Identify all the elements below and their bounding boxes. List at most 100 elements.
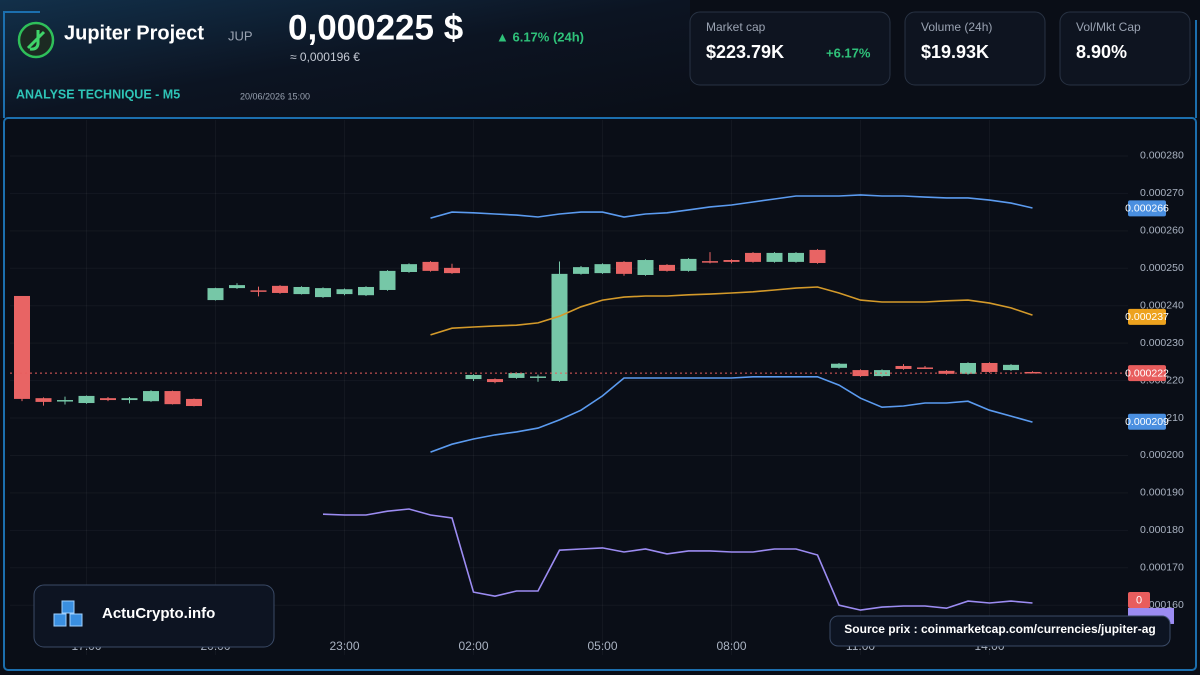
candle-body <box>723 260 740 262</box>
price-change: ▲ 6.17% (24h) <box>496 29 584 44</box>
x-tick-label: 23:00 <box>329 639 359 653</box>
brand: ActuCrypto.info <box>102 605 215 622</box>
card-label: Market cap <box>706 20 766 34</box>
candle-body <box>809 249 826 264</box>
price-tag <box>1128 200 1166 217</box>
candle-body <box>121 398 138 401</box>
header-bg <box>0 0 690 118</box>
source: Source prix : coinmarketcap.com/currenci… <box>844 622 1155 636</box>
price: 0,000225 $ <box>288 8 463 47</box>
candle-body <box>444 267 460 274</box>
candle-body <box>78 395 95 404</box>
indicator-line <box>430 286 1033 336</box>
y-tick-label: 0.000260 <box>1140 225 1184 237</box>
candle-body <box>1024 371 1041 374</box>
candle-body <box>960 362 976 374</box>
price-tag <box>1128 308 1166 325</box>
ticker: JUP <box>228 28 253 43</box>
candle-body <box>207 288 224 301</box>
candle-body <box>358 286 374 296</box>
candle-body <box>293 286 310 295</box>
candle-body <box>186 398 202 407</box>
candle-body <box>164 391 181 405</box>
price-tag <box>1128 365 1166 382</box>
card <box>904 11 1046 86</box>
candle-body <box>229 285 245 289</box>
candle-body <box>938 370 955 374</box>
project-title: Jupiter Project <box>64 22 204 44</box>
card-value: $223.79K <box>706 42 784 62</box>
candle-body <box>594 264 611 274</box>
y-tick-label: 0.000270 <box>1140 187 1184 199</box>
plot: 0.0001600.0001700.0001800.0001900.000200… <box>10 120 1184 655</box>
indicator-line <box>322 508 1033 611</box>
candle-body <box>14 295 30 399</box>
price-tag-label: 0.000209 <box>1125 416 1169 428</box>
candle-body <box>766 252 783 262</box>
y-tick-label: 0.000200 <box>1140 449 1184 461</box>
candle-body <box>100 398 116 401</box>
candle-body <box>508 373 525 378</box>
price-eur: ≈ 0,000196 € <box>290 50 360 64</box>
card-change: +6.17% <box>826 45 871 60</box>
candle-body <box>637 260 654 275</box>
y-tick-label: 0.000170 <box>1140 562 1184 574</box>
logo-mark <box>26 30 46 51</box>
candle-body <box>745 252 761 262</box>
candle-body <box>272 285 288 293</box>
candle-body <box>981 362 998 372</box>
candle-body <box>616 261 632 274</box>
candle-body <box>573 267 589 274</box>
y-tick-label: 0.000230 <box>1140 337 1184 349</box>
date: 20/06/2026 15:00 <box>240 91 310 101</box>
card-label: Vol/Mkt Cap <box>1076 20 1141 34</box>
candle-body <box>379 270 396 290</box>
candle-body <box>487 379 503 383</box>
brand-badge: ActuCrypto.info <box>33 584 275 648</box>
candle-body <box>336 289 353 295</box>
y-tick-label: 0.000180 <box>1140 524 1184 536</box>
y-tick-label: 0.000280 <box>1140 150 1184 162</box>
price-tag-label: 0.000266 <box>1125 203 1169 215</box>
candle-body <box>659 264 675 271</box>
candle-body <box>315 288 331 298</box>
y-tick-label: 0.000250 <box>1140 262 1184 274</box>
candle-body <box>401 264 417 273</box>
frame-accent <box>3 11 1197 118</box>
source-box <box>829 615 1171 647</box>
indicator-tag <box>1128 591 1150 608</box>
y-tick-label: 0.000190 <box>1140 487 1184 499</box>
indicator-line <box>430 194 1033 219</box>
card <box>1059 11 1191 86</box>
x-tick-label: 08:00 <box>716 639 746 653</box>
candle-body <box>680 258 697 271</box>
card <box>689 11 891 86</box>
price-tag-label: 0.000237 <box>1125 311 1169 323</box>
x-tick-label: 05:00 <box>587 639 617 653</box>
candle-body <box>831 363 847 368</box>
y-tick-label: 0.000240 <box>1140 299 1184 311</box>
section-title: ANALYSE TECHNIQUE - M5 <box>16 87 180 101</box>
candle-body <box>57 400 73 402</box>
candle-body <box>917 367 933 369</box>
candle-body <box>702 261 718 263</box>
brand-icon <box>53 600 83 627</box>
candle-body <box>143 391 159 402</box>
candle-body <box>530 376 546 378</box>
candle-body <box>788 252 804 262</box>
price-tag <box>1128 413 1166 430</box>
indicator-tag-label: 0 <box>1136 594 1142 606</box>
card-label: Volume (24h) <box>921 20 992 34</box>
candle-body <box>895 365 912 369</box>
indicator-line <box>430 376 1033 453</box>
card-value: 8.90% <box>1076 42 1127 62</box>
candle-body <box>35 398 52 402</box>
price-tag-label: 0.000222 <box>1125 367 1169 379</box>
candle-body <box>1003 364 1019 371</box>
frame <box>3 117 1197 671</box>
candle-body <box>465 374 482 380</box>
candle-body <box>422 261 439 271</box>
badge-box <box>33 584 275 648</box>
card-value: $19.93K <box>921 42 989 62</box>
